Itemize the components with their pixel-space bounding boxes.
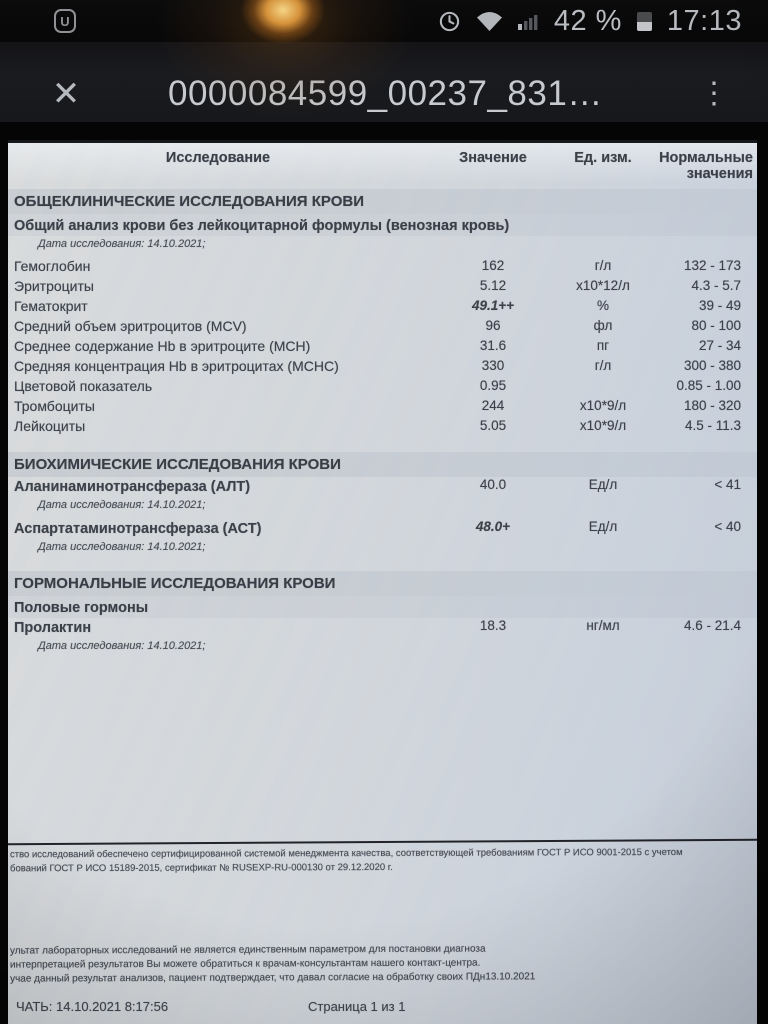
test-value: 49.1++ bbox=[471, 298, 515, 313]
status-left: U bbox=[54, 9, 76, 33]
column-header-value: Значение bbox=[459, 150, 527, 166]
test-name: Цветовой показатель bbox=[14, 378, 153, 394]
status-bar: U 42 % 17:13 bbox=[0, 0, 768, 42]
test-value: 0.95 bbox=[479, 378, 507, 393]
results-table-body: ОБЩЕКЛИНИЧЕСКИЕ ИССЛЕДОВАНИЯ КРОВИ Общий … bbox=[8, 189, 757, 656]
result-row: Аланинаминотрансфераза (АЛТ) 40.0 Ед/л < 41 bbox=[8, 477, 757, 497]
test-unit: Ед/л bbox=[588, 519, 618, 534]
test-name: Средний объем эритроцитов (MCV) bbox=[14, 318, 247, 334]
cellular-signal-icon bbox=[517, 14, 538, 30]
test-normal-range: 27 - 34 bbox=[698, 338, 741, 353]
note-line: учае данный результат анализов, пациент … bbox=[10, 971, 536, 985]
test-value: 96 bbox=[485, 318, 501, 333]
test-name: Аспартатаминотрансфераза (АСТ) bbox=[14, 521, 262, 537]
test-normal-range: < 40 bbox=[714, 519, 741, 534]
test-name: Гемоглобин bbox=[14, 258, 91, 274]
panel-subtitle: Общий анализ крови без лейкоцитарной фор… bbox=[8, 214, 757, 236]
test-value: 48.0+ bbox=[475, 519, 511, 534]
test-name: Тромбоциты bbox=[14, 398, 95, 414]
test-value: 244 bbox=[481, 398, 505, 413]
test-normal-range: 132 - 173 bbox=[683, 258, 741, 273]
test-normal-range: 4.5 - 11.3 bbox=[684, 418, 741, 433]
footer-divider bbox=[8, 838, 757, 846]
result-row: Средняя концентрация Hb в эритроцитах (M… bbox=[8, 358, 757, 378]
test-unit: г/л bbox=[594, 258, 612, 273]
test-name: Лейкоциты bbox=[14, 418, 86, 434]
overflow-menu-icon[interactable]: ⋮ bbox=[694, 72, 734, 116]
test-value: 31.6 bbox=[479, 338, 507, 353]
test-value: 5.12 bbox=[479, 278, 507, 293]
result-row: Средний объем эритроцитов (MCV) 96 фл 80 - … bbox=[8, 318, 757, 338]
battery-percent-text: 42 % bbox=[553, 4, 622, 37]
test-unit: г/л bbox=[594, 358, 612, 373]
section-heading: БИОХИМИЧЕСКИЕ ИССЛЕДОВАНИЯ КРОВИ bbox=[8, 452, 757, 477]
test-unit: х10*9/л bbox=[579, 418, 627, 433]
study-date: Дата исследования: 14.10.2021; bbox=[38, 238, 206, 250]
print-timestamp: ЧАТЬ: 14.10.2021 8:17:56 bbox=[16, 999, 169, 1014]
study-date: Дата исследования: 14.10.2021; bbox=[38, 541, 206, 553]
test-unit: % bbox=[596, 298, 609, 313]
column-header-test: Исследование bbox=[165, 150, 271, 166]
result-row: Гемоглобин 162 г/л 132 - 173 bbox=[8, 258, 757, 278]
section-heading: ГОРМОНАЛЬНЫЕ ИССЛЕДОВАНИЯ КРОВИ bbox=[8, 571, 757, 596]
certification-text: ство исследований обеспечено сертифициро… bbox=[10, 846, 753, 877]
table-header-row: Исследование Значение Ед. изм. Нормальны… bbox=[8, 143, 757, 183]
test-normal-range: 300 - 380 bbox=[683, 358, 741, 373]
column-header-normal: Нормальные значения bbox=[659, 150, 753, 182]
alarm-clock-icon bbox=[439, 11, 459, 31]
result-row: Гематокрит 49.1++% 39 - 49 bbox=[8, 298, 757, 318]
test-value: 162 bbox=[481, 258, 505, 273]
test-name: Эритроциты bbox=[14, 278, 94, 294]
status-right: 42 % 17:13 bbox=[438, 5, 742, 38]
study-date: Дата исследования: 14.10.2021; bbox=[38, 499, 206, 511]
test-normal-range: 0.85 - 1.00 bbox=[676, 378, 741, 393]
page-number: Страница 1 из 1 bbox=[308, 999, 406, 1014]
disclaimer-text: ультат лабораторных исследований не явля… bbox=[10, 941, 753, 986]
clock-text: 17:13 bbox=[666, 4, 742, 37]
result-row: Аспартатаминотрансфераза (АСТ) 48.0+ Ед/л <… bbox=[8, 519, 757, 539]
wifi-icon bbox=[476, 12, 502, 31]
column-header-unit: Ед. изм. bbox=[574, 150, 632, 166]
result-row: Тромбоциты 244 х10*9/л 180 - 320 bbox=[8, 398, 757, 418]
test-unit: х10*12/л bbox=[576, 278, 630, 293]
test-unit: пг bbox=[596, 338, 610, 353]
cert-line: бований ГОСТ Р ИСО 15189-2015, сертифика… bbox=[10, 861, 393, 875]
document-title: 0000084599_00237_831… bbox=[168, 74, 603, 113]
test-name: Средняя концентрация Hb в эритроцитах (M… bbox=[14, 358, 339, 374]
result-row: Цветовой показатель 0.95 0.85 - 1.00 bbox=[8, 378, 757, 398]
test-value: 18.3 bbox=[479, 618, 507, 633]
pdf-viewer-app-bar: ✕ 0000084599_00237_831… ⋮ bbox=[0, 42, 768, 122]
test-unit: х10*9/л bbox=[579, 398, 627, 413]
result-row: Лейкоциты 5.05 х10*9/л 4.5 - 11.3 bbox=[8, 418, 757, 438]
test-value: 330 bbox=[481, 358, 505, 373]
test-value: 40.0 bbox=[479, 477, 507, 492]
result-row: Среднее содержание Hb в эритроците (MCH)… bbox=[8, 338, 757, 358]
test-normal-range: 80 - 100 bbox=[691, 318, 741, 333]
result-row: Эритроциты 5.12 х10*12/л 4.3 - 5.7 bbox=[8, 278, 757, 298]
cert-line: ство исследований обеспечено сертифициро… bbox=[9, 846, 683, 861]
test-value: 5.05 bbox=[479, 418, 507, 433]
test-unit: Ед/л bbox=[588, 477, 618, 492]
test-name: Среднее содержание Hb в эритроците (MCH) bbox=[14, 338, 311, 354]
result-row: Пролактин 18.3 нг/мл 4.6 - 21.4 bbox=[8, 618, 757, 638]
section-heading: ОБЩЕКЛИНИЧЕСКИЕ ИССЛЕДОВАНИЯ КРОВИ bbox=[8, 189, 757, 214]
test-unit: нг/мл bbox=[586, 618, 620, 633]
test-normal-range: 4.3 - 5.7 bbox=[691, 278, 741, 293]
test-normal-range: 39 - 49 bbox=[698, 298, 741, 313]
test-normal-range: 180 - 320 bbox=[683, 398, 741, 413]
test-name: Гематокрит bbox=[14, 298, 88, 314]
battery-icon bbox=[636, 11, 652, 31]
test-name: Аланинаминотрансфераза (АЛТ) bbox=[14, 479, 251, 495]
notification-app-icon: U bbox=[54, 9, 76, 33]
close-icon[interactable]: ✕ bbox=[44, 72, 88, 116]
test-normal-range: < 41 bbox=[714, 477, 741, 492]
pdf-page[interactable]: Исследование Значение Ед. изм. Нормальны… bbox=[8, 140, 757, 1024]
study-date: Дата исследования: 14.10.2021; bbox=[38, 640, 206, 652]
panel-subtitle: Половые гормоны bbox=[8, 596, 757, 618]
test-name: Пролактин bbox=[14, 620, 92, 636]
test-unit: фл bbox=[593, 318, 613, 333]
test-normal-range: 4.6 - 21.4 bbox=[683, 618, 741, 633]
